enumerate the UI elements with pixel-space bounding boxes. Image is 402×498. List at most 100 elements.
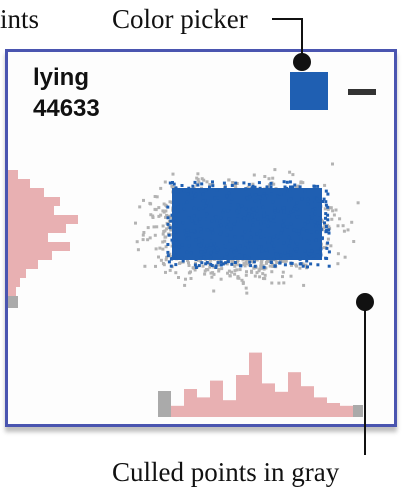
culled-point	[220, 267, 224, 271]
selected-point	[298, 185, 302, 189]
selected-point	[242, 216, 246, 220]
bottom-hist-gray-bar	[158, 391, 171, 417]
selected-point	[237, 206, 241, 210]
selected-point	[313, 200, 317, 204]
selected-point	[272, 257, 276, 261]
selected-point	[276, 239, 280, 243]
selected-point	[282, 180, 286, 184]
selected-point	[276, 209, 280, 213]
selected-point	[192, 229, 196, 233]
culled-point	[291, 173, 295, 177]
selected-point	[166, 205, 170, 209]
culled-point	[161, 240, 165, 244]
selected-point	[269, 185, 273, 189]
selected-point	[261, 205, 265, 209]
selected-point	[301, 227, 305, 231]
culled-point	[165, 213, 169, 217]
selected-point	[309, 252, 313, 256]
selected-point	[309, 262, 313, 266]
selected-point	[226, 220, 230, 224]
culled-point	[161, 209, 165, 213]
selected-point	[251, 184, 255, 188]
selected-point	[224, 261, 228, 265]
culled-point	[242, 262, 246, 266]
selected-point	[249, 235, 253, 239]
culled-point	[169, 228, 173, 232]
bottom-hist-bar	[236, 375, 249, 417]
selected-point	[204, 204, 208, 208]
selected-point	[310, 249, 314, 253]
minus-button[interactable]	[348, 89, 376, 95]
selected-point	[189, 191, 193, 194]
selected-point	[203, 249, 207, 253]
selected-point	[289, 253, 293, 257]
selected-point	[294, 229, 298, 233]
culled-point	[336, 262, 340, 266]
selected-point	[194, 192, 198, 196]
selected-point	[219, 230, 223, 234]
selected-point	[293, 233, 297, 237]
selected-point	[236, 243, 240, 246]
culled-point	[155, 195, 159, 199]
culled-point	[263, 175, 267, 178]
selected-point	[257, 195, 260, 199]
selected-point	[210, 264, 214, 267]
selected-point	[289, 210, 293, 214]
culled-point	[330, 217, 334, 221]
culled-point	[226, 271, 229, 275]
selected-point	[214, 264, 218, 268]
selected-point	[210, 219, 214, 223]
selected-point	[187, 216, 191, 220]
culled-point	[161, 247, 165, 251]
culled-point	[134, 221, 137, 225]
culled-point	[154, 264, 157, 268]
culled-point	[234, 262, 238, 266]
selected-point	[268, 236, 272, 240]
selected-point	[187, 236, 191, 240]
callout-lines	[272, 18, 374, 455]
selected-point	[220, 237, 224, 240]
culled-point	[244, 262, 248, 266]
selected-point	[292, 228, 296, 232]
culled-point	[227, 269, 231, 273]
selected-point	[289, 185, 292, 189]
panel-count: 44633	[33, 95, 100, 122]
selected-point	[263, 197, 267, 200]
culled-point	[271, 262, 275, 266]
culled-point	[246, 185, 250, 189]
selected-point	[289, 222, 293, 226]
culled-point	[195, 176, 199, 180]
selected-point	[291, 185, 295, 189]
bottom-hist-bar	[275, 391, 288, 417]
selected-point	[305, 259, 309, 263]
culled-point	[244, 273, 248, 277]
selected-point	[243, 230, 247, 234]
selected-point	[225, 252, 229, 256]
left-hist-bar	[8, 197, 60, 206]
selected-point	[306, 265, 309, 269]
culled-point	[159, 258, 163, 262]
left-hist-bar	[8, 206, 54, 215]
culled-point	[153, 207, 157, 211]
color-swatch[interactable]	[290, 72, 328, 110]
selected-point	[233, 235, 237, 239]
selected-point	[265, 250, 269, 254]
culled-point	[294, 263, 298, 267]
culled-point	[201, 264, 205, 268]
selected-point	[182, 189, 186, 193]
selected-point	[242, 218, 246, 222]
selected-point	[170, 238, 174, 242]
left-histogram	[8, 170, 78, 308]
culled-point	[277, 281, 281, 285]
selected-point	[226, 260, 230, 264]
selected-point	[183, 229, 187, 233]
culled-point	[323, 207, 327, 211]
selected-point	[324, 230, 328, 234]
selected-point	[199, 244, 203, 248]
selected-point	[310, 216, 314, 220]
selected-point	[229, 203, 232, 207]
culled-point	[149, 213, 153, 217]
selected-point	[269, 181, 273, 185]
culled-point	[163, 180, 167, 184]
culled-point	[208, 265, 212, 269]
